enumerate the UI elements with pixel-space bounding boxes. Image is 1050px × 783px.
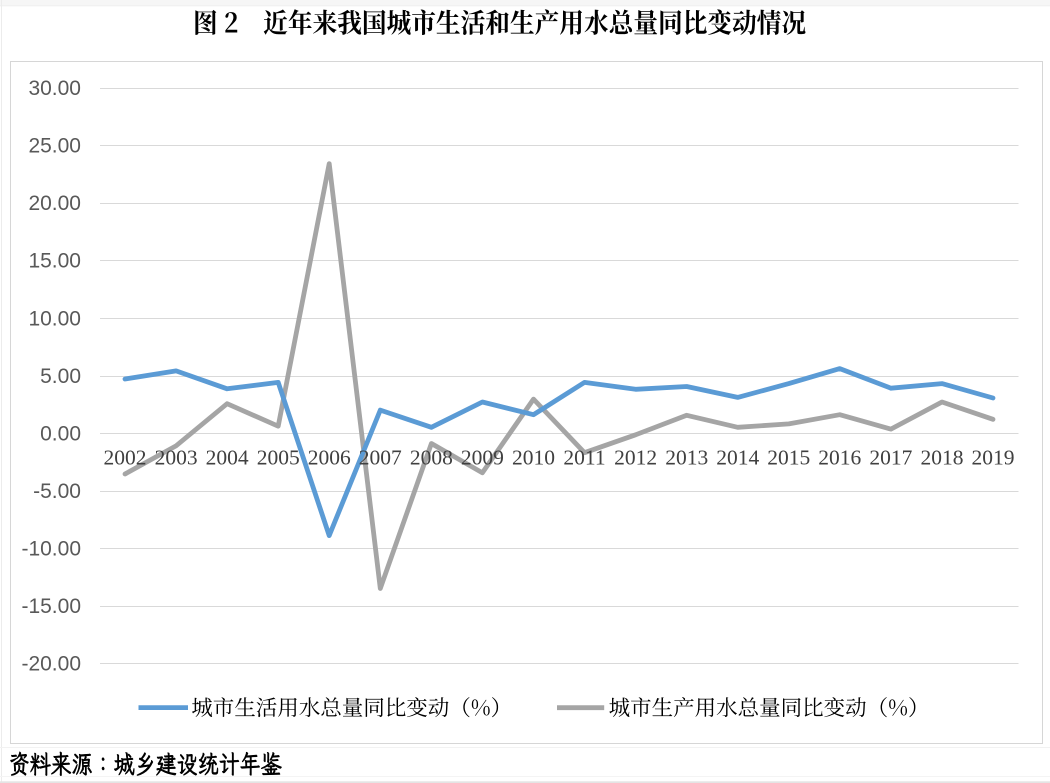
svg-text:-5.00: -5.00 <box>33 480 81 503</box>
svg-text:2008: 2008 <box>410 445 453 469</box>
svg-text:-20.00: -20.00 <box>21 653 81 676</box>
svg-text:30.00: 30.00 <box>28 77 81 100</box>
svg-text:2018: 2018 <box>921 445 964 469</box>
svg-text:-10.00: -10.00 <box>21 538 81 561</box>
svg-text:2013: 2013 <box>665 445 708 469</box>
svg-text:25.00: 25.00 <box>28 135 81 158</box>
svg-text:10.00: 10.00 <box>28 307 81 330</box>
svg-text:2014: 2014 <box>716 445 759 469</box>
svg-text:15.00: 15.00 <box>28 250 81 273</box>
svg-text:2003: 2003 <box>155 445 198 469</box>
svg-text:5.00: 5.00 <box>40 365 81 388</box>
svg-text:2017: 2017 <box>869 445 912 469</box>
svg-text:2009: 2009 <box>461 445 504 469</box>
svg-text:2005: 2005 <box>257 445 300 469</box>
svg-text:2011: 2011 <box>563 445 605 469</box>
svg-text:2019: 2019 <box>972 445 1015 469</box>
svg-text:2010: 2010 <box>512 445 555 469</box>
svg-text:-15.00: -15.00 <box>21 595 81 618</box>
svg-text:2015: 2015 <box>767 445 810 469</box>
svg-text:0.00: 0.00 <box>40 422 81 445</box>
svg-text:2006: 2006 <box>308 445 351 469</box>
svg-text:2016: 2016 <box>818 445 861 469</box>
svg-text:2007: 2007 <box>359 445 402 469</box>
svg-text:2012: 2012 <box>614 445 657 469</box>
svg-text:2002: 2002 <box>104 445 147 469</box>
svg-text:20.00: 20.00 <box>28 192 81 215</box>
svg-text:2004: 2004 <box>206 445 249 469</box>
